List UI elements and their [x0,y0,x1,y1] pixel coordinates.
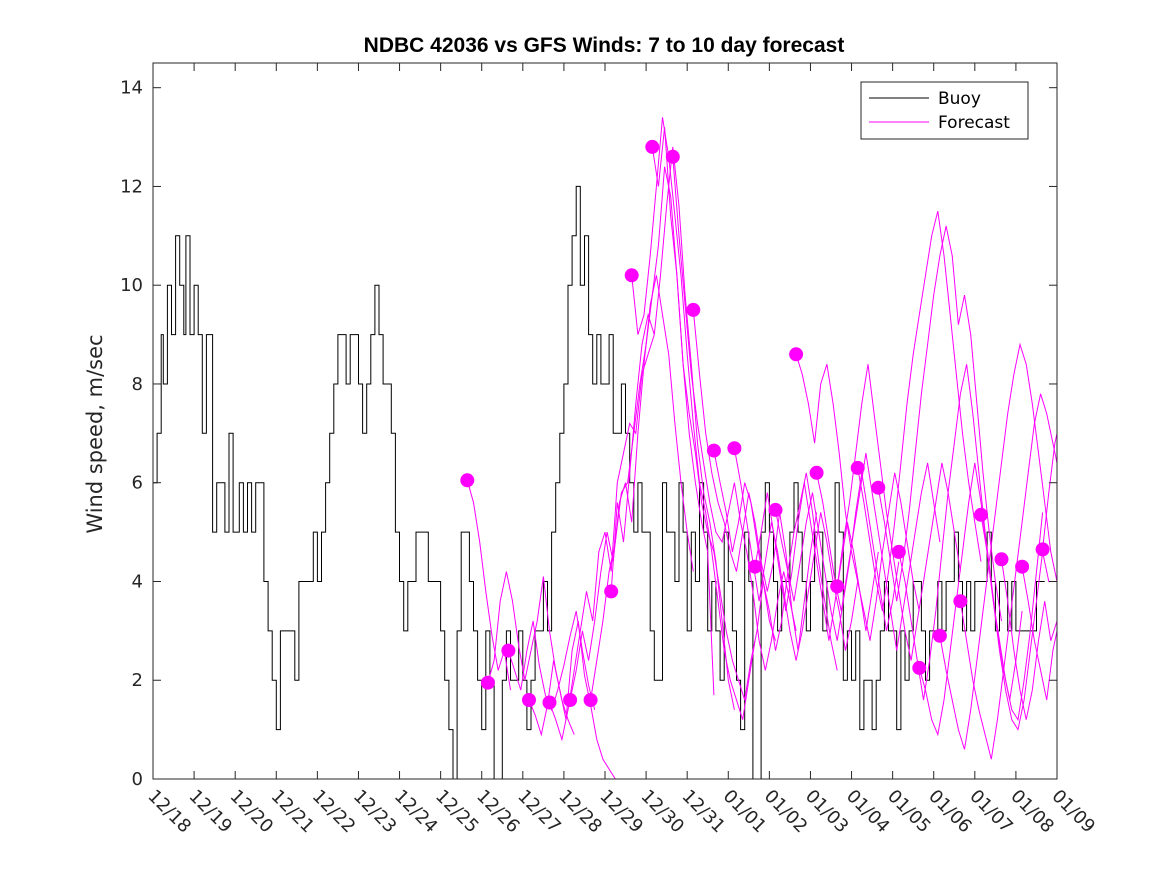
forecast-marker-18 [809,465,824,480]
y-tick-label: 4 [132,571,143,592]
forecast-marker-12 [686,302,701,317]
forecast-series-line-19 [836,364,961,661]
y-tick-label: 14 [120,78,143,99]
forecast-series-line-6 [569,275,694,701]
forecast-marker-5 [542,695,557,710]
forecast-series-line-29 [1042,433,1057,550]
forecast-series-line-4 [528,620,616,780]
forecast-marker-1 [460,473,475,488]
forecast-series-line-24 [939,342,1057,750]
forecast-marker-15 [748,559,762,574]
forecast-series-line-11 [672,156,797,671]
forecast-marker-19 [830,579,845,594]
forecast-marker-17 [789,347,804,362]
forecast-marker-4 [522,693,536,707]
forecast-series-line-10 [651,127,776,701]
forecast-marker-2 [480,675,495,690]
forecast-marker-23 [912,660,927,675]
forecast-marker-25 [953,594,968,609]
forecast-marker-29 [1035,542,1050,557]
forecast-marker-8 [604,584,619,599]
forecast-marker-28 [1015,559,1030,574]
forecast-series-line-13 [713,450,838,671]
forecast-marker-7 [583,693,598,707]
forecast-series-line-28 [1021,566,1057,701]
legend-buoy-label: Buoy [938,89,981,109]
plot-area [153,117,1057,780]
y-tick-label: 6 [132,473,143,494]
y-tick-label: 12 [120,176,143,197]
forecast-series-line-5 [549,334,655,742]
forecast-series-line-15 [754,482,879,641]
legend-box [860,81,1029,140]
forecast-series-line-12 [692,309,818,651]
legend: Buoy Forecast [860,81,1029,140]
forecast-series-line-26 [980,514,1057,731]
forecast-series-line-23 [918,462,1044,737]
forecast-series-line-17 [795,354,920,641]
chart-title: NDBC 42036 vs GFS Winds: 7 to 10 day for… [364,34,845,57]
forecast-marker-14 [727,441,742,456]
y-tick-label: 2 [132,670,143,691]
forecast-marker-24 [932,628,947,643]
forecast-series-line-16 [775,472,900,641]
y-tick-label: 0 [132,769,143,790]
forecast-marker-21 [871,480,886,495]
y-tick-label: 8 [132,374,143,395]
forecast-marker-27 [994,552,1009,567]
y-tick-label: 10 [120,275,143,296]
forecast-series-line-7 [590,166,715,701]
forecast-series-line-20 [857,210,982,612]
forecast-marker-20 [850,460,865,475]
forecast-series-line-14 [733,448,859,661]
forecast-marker-26 [974,507,988,522]
forecast-marker-10 [645,139,660,154]
forecast-marker-6 [563,693,578,707]
forecast-marker-16 [768,502,783,517]
forecast-series-line-27 [1001,559,1057,720]
forecast-series-line-8 [610,146,735,711]
buoy-series-line [153,185,1045,780]
forecast-marker-13 [706,443,721,458]
forecast-marker-22 [891,544,906,559]
forecast-series-line-9 [631,117,756,720]
forecast-marker-9 [624,268,639,283]
forecast-marker-3 [501,643,516,658]
legend-forecast-label: Forecast [938,113,1010,133]
forecast-marker-11 [665,149,680,164]
forecast-series-line-21 [877,225,1002,622]
y-axis-label: Wind speed, m/sec [83,334,107,533]
